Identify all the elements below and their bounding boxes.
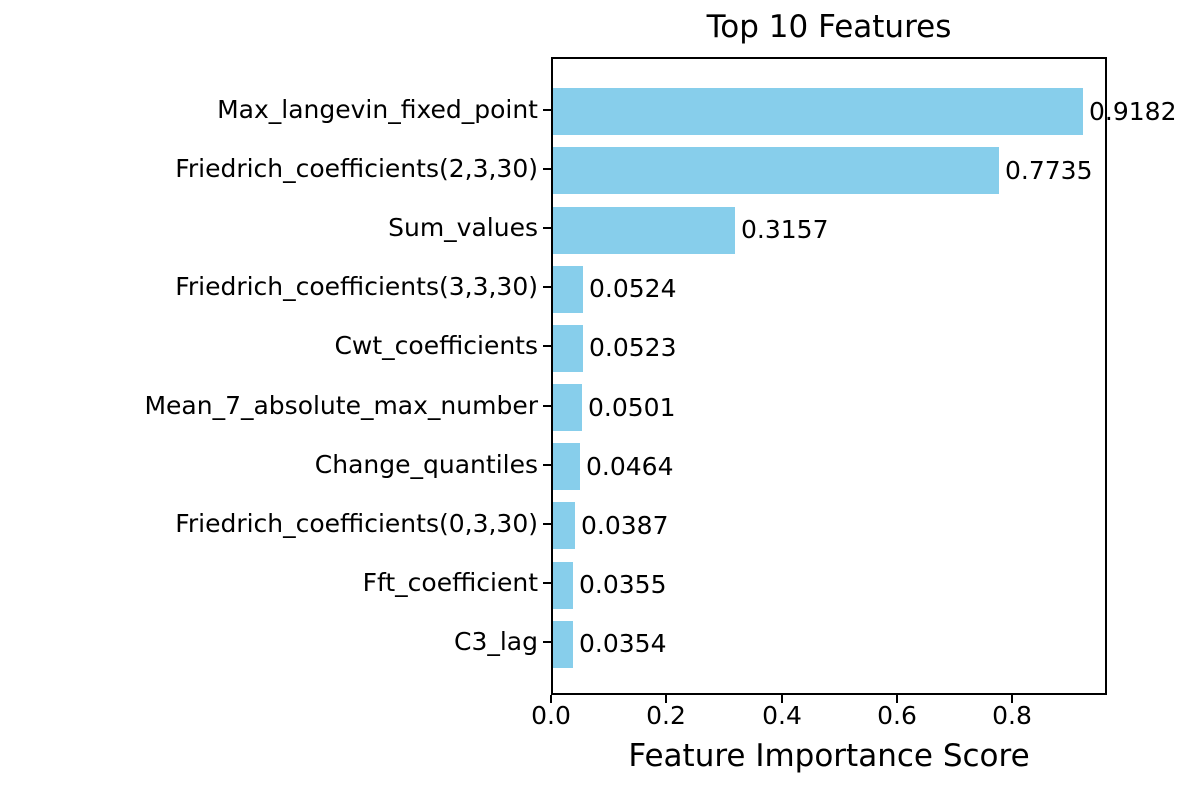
x-tick-mark <box>896 695 898 703</box>
y-axis-category-label: Sum_values <box>388 213 538 242</box>
bar-value-label: 0.0501 <box>588 393 676 422</box>
y-tick-mark <box>543 582 551 584</box>
x-tick-mark <box>550 695 552 703</box>
y-tick-mark <box>543 523 551 525</box>
y-axis-category-label: Mean_7_absolute_max_number <box>144 391 538 420</box>
bar <box>553 562 573 609</box>
bar-value-label: 0.3157 <box>741 215 829 244</box>
bar <box>553 443 580 490</box>
y-axis-category-label: Fft_coefficient <box>362 568 538 597</box>
y-axis-category-label: Cwt_coefficients <box>334 331 538 360</box>
y-axis-category-label: C3_lag <box>454 627 538 656</box>
bar <box>553 88 1083 135</box>
bar-value-label: 0.9182 <box>1089 97 1177 126</box>
x-tick-label: 0.8 <box>992 701 1032 730</box>
y-tick-mark <box>543 345 551 347</box>
y-tick-mark <box>543 641 551 643</box>
x-tick-label: 0.2 <box>646 701 686 730</box>
y-axis-category-label: Friedrich_coefficients(3,3,30) <box>175 272 538 301</box>
x-tick-label: 0.4 <box>762 701 802 730</box>
y-tick-mark <box>543 286 551 288</box>
plot-area: 0.9182 0.7735 0.3157 0.0524 0.0523 0.0501 0.04… <box>551 57 1176 695</box>
bar-value-label: 0.0387 <box>581 511 669 540</box>
x-tick-mark <box>665 695 667 703</box>
x-tick-label: 0.6 <box>877 701 917 730</box>
bar <box>553 621 573 668</box>
x-axis-label: Feature Importance Score <box>628 738 1030 774</box>
bar <box>553 266 583 313</box>
x-tick-mark <box>781 695 783 703</box>
y-tick-mark <box>543 464 551 466</box>
y-tick-mark <box>543 227 551 229</box>
y-axis-category-label: Change_quantiles <box>314 450 538 479</box>
bar-value-label: 0.0354 <box>579 629 667 658</box>
bar-value-label: 0.0524 <box>589 274 677 303</box>
bar-value-label: 0.0355 <box>579 570 667 599</box>
y-axis-category-label: Friedrich_coefficients(2,3,30) <box>175 154 538 183</box>
bar <box>553 147 999 194</box>
bar <box>553 384 582 431</box>
bar-value-label: 0.0523 <box>589 333 677 362</box>
y-tick-mark <box>543 405 551 407</box>
bar <box>553 502 575 549</box>
bar <box>553 325 583 372</box>
x-tick-label: 0.0 <box>531 701 571 730</box>
bar-value-label: 0.7735 <box>1005 156 1093 185</box>
y-axis-category-label: Friedrich_coefficients(0,3,30) <box>175 509 538 538</box>
bar <box>553 207 735 254</box>
y-tick-mark <box>543 168 551 170</box>
x-tick-mark <box>1011 695 1013 703</box>
bar-value-label: 0.0464 <box>586 452 674 481</box>
y-tick-mark <box>543 109 551 111</box>
chart-title: Top 10 Features <box>706 9 952 45</box>
y-axis-category-label: Max_langevin_fixed_point <box>217 95 538 124</box>
